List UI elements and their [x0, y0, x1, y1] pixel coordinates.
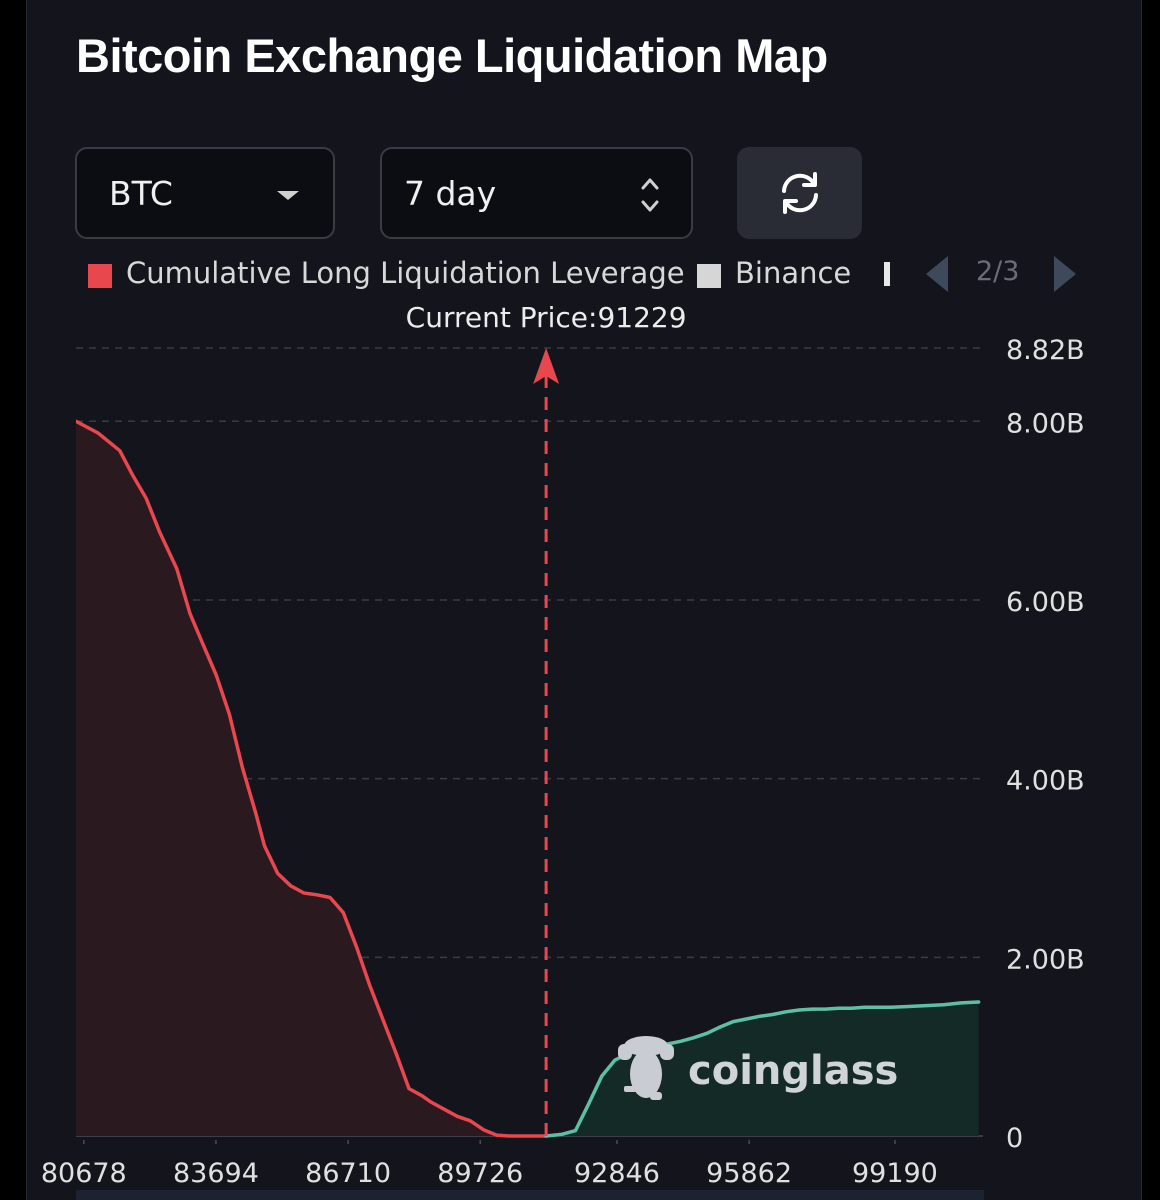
x-tick-label: 92846 [574, 1158, 660, 1189]
y-tick-label: 2.00B [1006, 944, 1085, 975]
series-line-long [76, 419, 548, 1138]
coin-select-value: BTC [109, 173, 173, 213]
y-tick-label: 6.00B [1006, 587, 1085, 618]
x-tick-label: 95862 [706, 1158, 792, 1189]
legend-swatch-binance[interactable] [697, 264, 721, 288]
coin-select[interactable]: BTC [75, 147, 335, 239]
x-tick-label: 83694 [173, 1158, 259, 1189]
series-line-short [544, 1000, 981, 1138]
refresh-icon [781, 172, 818, 214]
current-price-label: Current Price:91229 [406, 301, 687, 334]
legend-label-long[interactable]: Cumulative Long Liquidation Leverage [126, 256, 685, 290]
period-select-value: 7 day [404, 173, 497, 213]
range-slider[interactable] [76, 1190, 984, 1200]
chart-lines [76, 419, 981, 1138]
legend-prev-icon[interactable] [922, 254, 952, 294]
x-tick-label: 86710 [305, 1158, 391, 1189]
y-tick-label: 0 [1006, 1123, 1023, 1154]
current-price-marker: Current Price:91229 [406, 301, 687, 1136]
y-tick-label: 4.00B [1006, 766, 1085, 797]
coinglass-watermark: coinglass [618, 1036, 898, 1100]
current-price-arrow-icon [533, 348, 560, 384]
legend-page-indicator: 2/3 [976, 256, 1020, 287]
legend-scroll-marker [884, 262, 890, 286]
series-area-long [76, 421, 547, 1136]
stepper-icon [641, 178, 659, 212]
y-axis: 0 2.00B 4.00B 6.00B 8.00B 8.82B [1006, 335, 1085, 1154]
x-tick-label: 80678 [41, 1158, 127, 1189]
y-tick-label: 8.00B [1006, 408, 1085, 439]
chart-legend: Cumulative Long Liquidation Leverage Bin… [0, 254, 1160, 294]
legend-swatch-long[interactable] [88, 264, 112, 288]
period-select[interactable]: 7 day [380, 147, 693, 239]
x-tick-label: 99190 [852, 1158, 938, 1189]
caret-down-icon [277, 191, 299, 200]
watermark-text: coinglass [688, 1048, 898, 1094]
coinglass-logo-icon [618, 1036, 674, 1100]
page-title: Bitcoin Exchange Liquidation Map [76, 29, 828, 82]
y-tick-label: 8.82B [1006, 335, 1085, 366]
legend-next-icon[interactable] [1050, 254, 1080, 294]
chart-areas [76, 421, 979, 1136]
series-area-short [546, 1002, 979, 1136]
x-axis: 80678 83694 86710 89726 92846 95862 99190 [41, 1140, 938, 1189]
legend-label-binance[interactable]: Binance [735, 256, 852, 290]
refresh-button[interactable] [737, 147, 862, 239]
x-tick-label: 89726 [437, 1158, 523, 1189]
